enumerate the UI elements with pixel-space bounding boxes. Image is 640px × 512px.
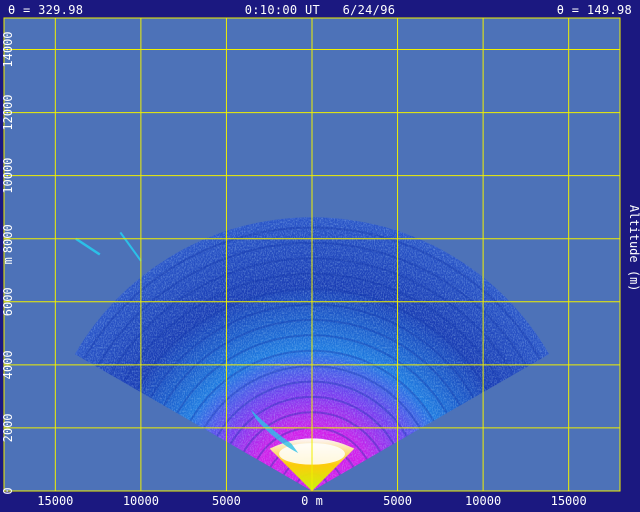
y-tick-label: 10000: [1, 158, 15, 194]
y-tick-label: 14000: [1, 31, 15, 67]
x-tick-label: 15000: [551, 494, 587, 508]
cloud-streak-right: [119, 231, 142, 262]
x-tick-label: 15000: [37, 494, 73, 508]
cloud-streak-left: [75, 237, 101, 256]
timestamp-label: 0:10:00 UT 6/24/96: [244, 3, 396, 17]
y-axis-title: Altitude (m): [627, 205, 640, 292]
y-tick-label: 0: [1, 487, 15, 494]
x-tick-label: 5000: [383, 494, 412, 508]
y-tick-label: 4000: [1, 350, 15, 379]
y-tick-label: 6000: [1, 287, 15, 316]
x-tick-label: 10000: [123, 494, 159, 508]
x-tick-label: 0 m: [301, 494, 323, 508]
x-tick-label: 5000: [212, 494, 241, 508]
y-tick-label: 2000: [1, 413, 15, 442]
y-tick-label: 12000: [1, 95, 15, 131]
plot-border: [3, 17, 621, 492]
y-unit-label: m: [1, 257, 15, 264]
start-angle-label: θ = 329.98: [8, 3, 84, 17]
x-tick-label: 10000: [465, 494, 501, 508]
end-angle-label: θ = 149.98: [556, 3, 632, 17]
y-tick-label: 8000: [1, 224, 15, 253]
aerosol-plume: [250, 409, 299, 454]
